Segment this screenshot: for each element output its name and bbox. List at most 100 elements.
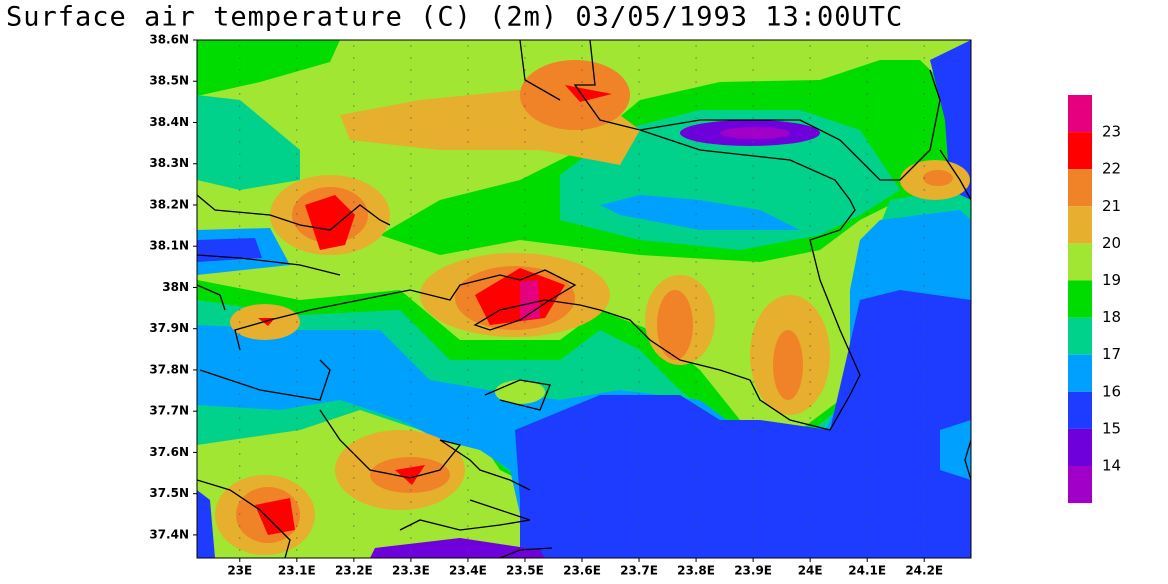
grid-dot bbox=[695, 237, 697, 239]
grid-dot bbox=[467, 405, 469, 407]
grid-dot bbox=[923, 501, 925, 503]
grid-dot bbox=[809, 285, 811, 287]
grid-dot bbox=[467, 513, 469, 515]
colorbar-swatch bbox=[1068, 206, 1092, 244]
grid-dot bbox=[296, 549, 298, 551]
grid-dot bbox=[467, 321, 469, 323]
grid-dot bbox=[353, 189, 355, 191]
grid-dot bbox=[923, 93, 925, 95]
y-tick-label: 38.2N bbox=[149, 197, 189, 211]
grid-dot bbox=[353, 549, 355, 551]
grid-dot bbox=[410, 405, 412, 407]
grid-dot bbox=[296, 153, 298, 155]
grid-dot bbox=[866, 489, 868, 491]
grid-dot bbox=[581, 345, 583, 347]
grid-dot bbox=[638, 165, 640, 167]
grid-dot bbox=[638, 441, 640, 443]
colorbar-label: 16 bbox=[1102, 382, 1121, 400]
grid-dot bbox=[410, 357, 412, 359]
grid-dot bbox=[239, 405, 241, 407]
grid-dot bbox=[752, 45, 754, 47]
grid-dot bbox=[923, 489, 925, 491]
grid-dot bbox=[467, 189, 469, 191]
grid-dot bbox=[296, 129, 298, 131]
grid-dot bbox=[239, 501, 241, 503]
grid-dot bbox=[638, 417, 640, 419]
grid-dot bbox=[809, 201, 811, 203]
grid-dot bbox=[296, 477, 298, 479]
grid-dot bbox=[809, 381, 811, 383]
grid-dot bbox=[809, 525, 811, 527]
grid-dot bbox=[695, 369, 697, 371]
colorbar-label: 15 bbox=[1102, 419, 1121, 437]
grid-dot bbox=[467, 129, 469, 131]
grid-dot bbox=[581, 81, 583, 83]
grid-dot bbox=[752, 501, 754, 503]
grid-dot bbox=[467, 477, 469, 479]
grid-dot bbox=[695, 213, 697, 215]
grid-dot bbox=[467, 381, 469, 383]
grid-dot bbox=[239, 237, 241, 239]
grid-dot bbox=[410, 453, 412, 455]
x-tick-label: 23.3E bbox=[392, 564, 430, 578]
grid-dot bbox=[467, 213, 469, 215]
grid-dot bbox=[581, 309, 583, 311]
grid-dot bbox=[353, 333, 355, 335]
grid-dot bbox=[809, 273, 811, 275]
grid-dot bbox=[752, 441, 754, 443]
grid-dot bbox=[752, 261, 754, 263]
grid-dot bbox=[809, 261, 811, 263]
grid-dot bbox=[524, 405, 526, 407]
colorbar-swatch bbox=[1068, 317, 1092, 355]
grid-dot bbox=[296, 441, 298, 443]
grid-dot bbox=[923, 237, 925, 239]
grid-dot bbox=[923, 177, 925, 179]
grid-dot bbox=[239, 429, 241, 431]
grid-dot bbox=[923, 453, 925, 455]
grid-dot bbox=[296, 513, 298, 515]
grid-dot bbox=[866, 57, 868, 59]
grid-dot bbox=[638, 453, 640, 455]
grid-dot bbox=[524, 345, 526, 347]
grid-dot bbox=[239, 213, 241, 215]
grid-dot bbox=[752, 429, 754, 431]
grid-dot bbox=[752, 273, 754, 275]
grid-dot bbox=[524, 465, 526, 467]
grid-dot bbox=[467, 297, 469, 299]
grid-dot bbox=[524, 477, 526, 479]
grid-dot bbox=[353, 153, 355, 155]
grid-dot bbox=[866, 213, 868, 215]
grid-dot bbox=[581, 285, 583, 287]
grid-dot bbox=[866, 225, 868, 227]
grid-dot bbox=[353, 45, 355, 47]
grid-dot bbox=[239, 201, 241, 203]
grid-dot bbox=[296, 117, 298, 119]
grid-dot bbox=[239, 45, 241, 47]
grid-dot bbox=[695, 69, 697, 71]
grid-dot bbox=[752, 177, 754, 179]
grid-dot bbox=[638, 297, 640, 299]
y-tick-label: 37.6N bbox=[149, 445, 189, 459]
grid-dot bbox=[239, 165, 241, 167]
grid-dot bbox=[239, 129, 241, 131]
grid-dot bbox=[410, 81, 412, 83]
grid-dot bbox=[524, 441, 526, 443]
colorbar-swatch bbox=[1068, 428, 1092, 466]
grid-dot bbox=[638, 549, 640, 551]
grid-dot bbox=[524, 57, 526, 59]
grid-dot bbox=[923, 225, 925, 227]
grid-dot bbox=[353, 285, 355, 287]
grid-dot bbox=[410, 417, 412, 419]
grid-dot bbox=[524, 453, 526, 455]
grid-dot bbox=[296, 165, 298, 167]
axes: 23E 23.1E 23.2E 23.3E 23.4E 23.5E 23.6E 23.7E 23… bbox=[149, 33, 943, 578]
colorbar-swatch bbox=[1068, 354, 1092, 392]
colorbar-swatch bbox=[1068, 280, 1092, 318]
grid-dot bbox=[809, 57, 811, 59]
grid-dot bbox=[296, 45, 298, 47]
grid-dot bbox=[410, 237, 412, 239]
grid-dot bbox=[239, 477, 241, 479]
grid-dot bbox=[923, 333, 925, 335]
grid-dot bbox=[638, 177, 640, 179]
grid-dot bbox=[296, 381, 298, 383]
